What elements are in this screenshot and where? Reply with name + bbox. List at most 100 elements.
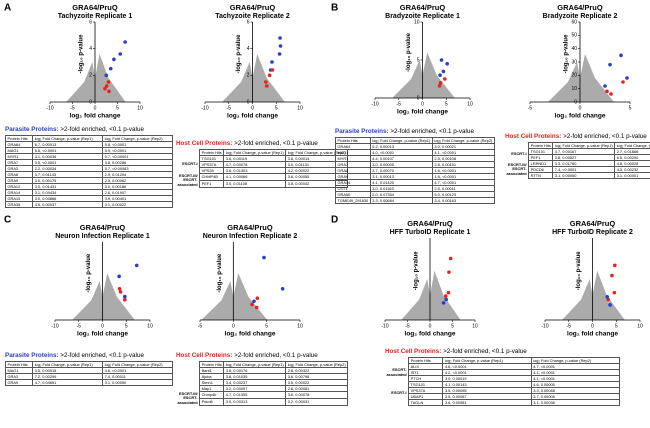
table-cell: TGME49_291630 (335, 197, 371, 204)
plot-title: GRA64/PruQ (557, 3, 603, 12)
caption-rest: >2-fold enriched, <0.1 p-value (388, 128, 474, 135)
volcano-cloud (562, 270, 625, 320)
header-row: Protein Hits log₂ Fold Change, p-value (R… (176, 361, 349, 368)
plot-title: GRA64/PruQ (400, 3, 446, 12)
data-point (255, 296, 260, 300)
plot-title: Neuron Infection Replicate 1 (55, 233, 150, 240)
table-row: Map1 3.2, 0.00097 2.6, 0.00081 (176, 385, 349, 392)
table-cell: 3.3, 0.00684 (369, 197, 433, 204)
caption-lead: Host Cell Proteins: (176, 352, 233, 359)
x-tick-label: 10 (472, 323, 478, 329)
y-axis-label: -log₁₀ p-value (217, 253, 223, 293)
table-row: ESCRT-III/ ESCRT-associated Chmp4b 4.7, 0.… (176, 391, 349, 404)
x-tick-label: 5 (629, 105, 632, 111)
data-point (117, 287, 122, 291)
data-point (123, 297, 127, 302)
data-point (107, 89, 111, 94)
x-tick-label: 0 (421, 101, 424, 107)
header-cell: Protein Hits (199, 361, 225, 368)
data-table: Protein Hits log₂ Fold Change, p-value (R… (176, 361, 349, 406)
data-point (438, 73, 442, 77)
table-cell: 3.2, 0.00031 (285, 397, 349, 406)
header-row: Protein Hits log₂ Fold Change, p-value (R… (385, 357, 621, 364)
x-tick-label: 10 (297, 323, 303, 329)
y-tick-label: 0 (574, 99, 577, 105)
data-point (117, 274, 121, 279)
x-tick-label: -10 (46, 105, 53, 111)
x-axis-label: log₂ fold change (555, 113, 606, 120)
x-tick-label: 5 (275, 105, 278, 111)
data-point (118, 52, 122, 56)
x-axis-label: log₂ fold change (70, 113, 121, 120)
table-cell: 3.1, 0.00050 (552, 172, 616, 179)
data-point (446, 290, 451, 295)
y-axis-label: -log₁₀ p-value (414, 251, 420, 291)
group-label: ESCRT-associated (386, 367, 407, 377)
table-cell: Pdcd6 (199, 397, 225, 406)
data-point (278, 36, 282, 40)
data-point (112, 57, 116, 62)
y-tick-label: 4 (89, 46, 92, 52)
x-tick-label: -10 (381, 323, 388, 329)
data-table: Protein Hits log₂ Fold Change, p-value (R… (335, 137, 496, 204)
y-tick-label: 60 (571, 19, 577, 25)
data-point (104, 84, 109, 88)
volcano-cloud (392, 52, 455, 98)
x-tick-label: -5 (77, 323, 82, 329)
plot-title: GRA64/PruQ (72, 3, 118, 12)
y-tick-label: 10 (414, 19, 420, 25)
plot-title: GRA64/PruQ (407, 219, 453, 228)
table-row: TGME49_291630 3.3, 0.00684 3.4, 0.00163 (335, 197, 496, 204)
plot-title: Neuron Infection Replicate 2 (203, 233, 298, 240)
table-caption: Parasite Proteins: >2-fold enriched, <0.… (335, 128, 495, 135)
y-axis-label: -log₁₀ p-value (86, 253, 92, 293)
x-tick-label: 5 (615, 323, 618, 329)
caption-rest: >2-fold enriched, <0.1 p-value (561, 133, 647, 140)
table-cell: 3.6, 0.00078 (285, 391, 349, 399)
group-label: ESCRT-I (511, 151, 527, 157)
y-axis-label: -log₁₀ p-value (576, 251, 582, 291)
data-point (441, 69, 446, 74)
data-point (264, 80, 268, 84)
x-axis-label: log₂ fold change (567, 331, 618, 338)
table-cell: TAGLN (408, 399, 444, 406)
table-cell: 3.1, 0.00038 (530, 399, 621, 406)
plot-title: Tachyzoite Replicate 2 (215, 13, 290, 20)
header-cell: log₂ Fold Change, p-value (Rep2) (431, 137, 496, 144)
data-point (108, 66, 113, 71)
x-tick-label: -5 (198, 323, 203, 329)
data-point (262, 255, 266, 260)
x-axis-label: log₂ fold change (77, 331, 128, 338)
table-cell: CHMP4B (199, 173, 225, 181)
table-caption: Parasite Proteins: >2-fold enriched, <0.… (5, 352, 173, 359)
plot-title: GRA64/PruQ (570, 219, 616, 228)
table-cell: 4.5, 0.00037 (32, 201, 104, 208)
data-point (441, 301, 446, 305)
volcano-cloud (548, 54, 614, 102)
table-block: Host Cell Proteins: >2-fold enriched, <0… (385, 348, 621, 406)
table-block: Host Cell Proteins: >2-fold enriched, <0… (176, 352, 349, 406)
table-cell: GRA9 (4, 379, 34, 386)
plot-title: GRA64/PruQ (230, 3, 276, 12)
x-tick-label: 10 (137, 105, 143, 111)
plot-title: Bradyzoite Replicate 1 (385, 13, 460, 20)
plot-title: Tachyzoite Replicate 1 (58, 13, 133, 20)
table-caption: Host Cell Proteins: >2-fold enriched, <0… (176, 352, 322, 359)
data-point (445, 62, 450, 66)
y-tick-label: 0 (89, 99, 92, 105)
data-point (444, 297, 449, 302)
table-cell: GRA35 (4, 201, 34, 208)
x-tick-label: 10 (147, 323, 153, 329)
y-axis-label: -log₁₀ p-value (236, 34, 242, 74)
x-tick-label: 5 (265, 323, 268, 329)
header-cell: log₂ Fold Change, p-value (Rep1) (223, 361, 287, 368)
x-tick-label: -5 (227, 105, 232, 111)
x-tick-label: -5 (70, 105, 75, 111)
volcano-cloud (201, 273, 268, 320)
table-row: Pdcd6 3.0, 0.00313 3.2, 0.00031 (176, 397, 349, 406)
table-row: TAGLN 3.6, 0.00581 3.1, 0.00038 (385, 399, 621, 406)
plot-title: GRA64/PruQ (227, 223, 273, 232)
x-tick-label: 0 (232, 323, 235, 329)
